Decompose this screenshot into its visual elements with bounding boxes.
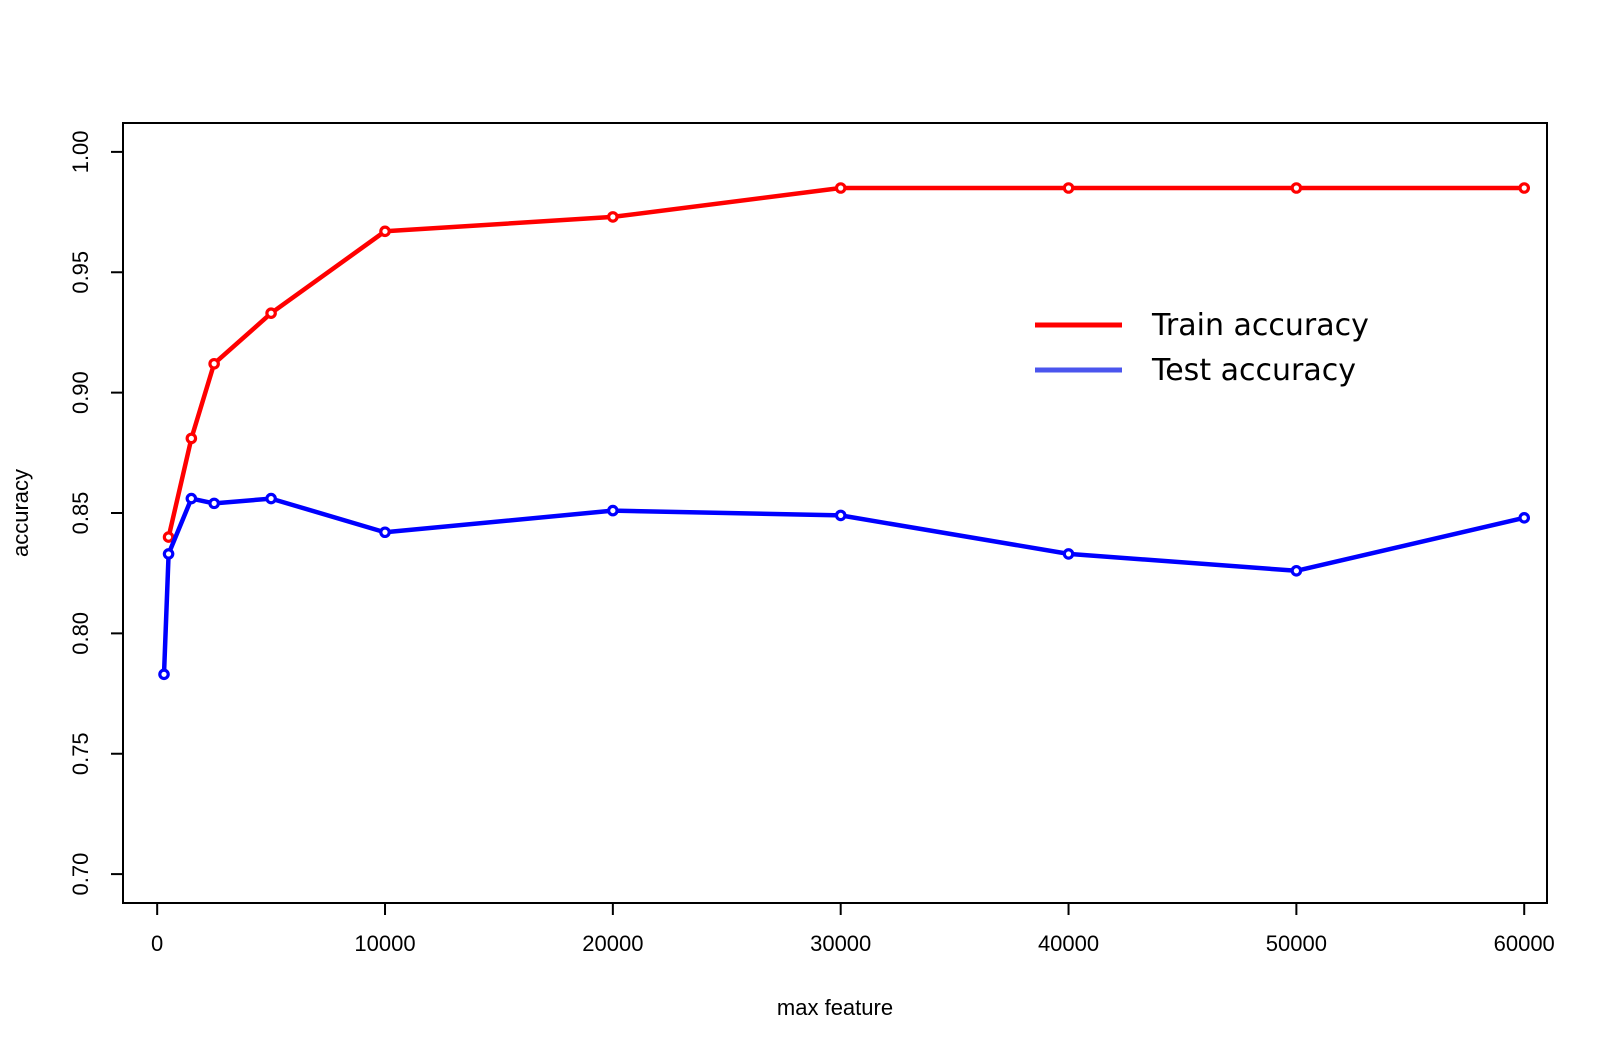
legend: Train accuracy Test accuracy bbox=[1035, 308, 1369, 388]
series-line-train-accuracy bbox=[166, 185, 1525, 538]
data-point bbox=[162, 531, 175, 543]
y-tick-label: 0.85 bbox=[68, 492, 93, 535]
data-point bbox=[185, 432, 198, 445]
data-point bbox=[265, 307, 277, 319]
x-tick-label: 10000 bbox=[354, 931, 415, 956]
data-point bbox=[208, 357, 220, 370]
data-point bbox=[158, 668, 170, 681]
y-tick-label: 0.90 bbox=[68, 371, 93, 414]
x-tick-label: 30000 bbox=[810, 931, 871, 956]
data-point bbox=[265, 492, 277, 505]
data-point bbox=[1518, 182, 1531, 194]
y-tick-label: 0.75 bbox=[68, 732, 93, 775]
data-point bbox=[1518, 512, 1531, 524]
series-layer bbox=[158, 182, 1531, 681]
x-tick-label: 60000 bbox=[1494, 931, 1555, 956]
y-tick-label: 0.95 bbox=[68, 251, 93, 294]
data-point bbox=[834, 182, 847, 194]
data-point bbox=[162, 548, 175, 560]
x-tick-label: 0 bbox=[151, 931, 163, 956]
data-point bbox=[1290, 564, 1303, 577]
data-point bbox=[208, 497, 220, 510]
y-tick-label: 0.80 bbox=[68, 612, 93, 655]
data-point bbox=[1062, 182, 1075, 194]
x-tick-label: 20000 bbox=[582, 931, 643, 956]
y-axis-label: accuracy bbox=[8, 469, 33, 557]
y-tick-label: 1.00 bbox=[68, 130, 93, 173]
x-tick-label: 50000 bbox=[1266, 931, 1327, 956]
legend-label: Train accuracy bbox=[1151, 308, 1369, 343]
y-axis: 0.70 0.75 0.80 0.85 0.90 0.95 1.00 bbox=[68, 130, 124, 896]
plot-frame bbox=[122, 122, 1548, 904]
series-test-accuracy bbox=[158, 492, 1531, 681]
data-point bbox=[607, 211, 619, 223]
y-tick-label: 0.70 bbox=[68, 853, 93, 896]
data-point bbox=[379, 225, 391, 238]
data-point bbox=[1062, 548, 1075, 560]
x-axis-label: max feature bbox=[777, 995, 893, 1020]
data-point bbox=[379, 526, 391, 539]
data-point bbox=[185, 492, 198, 505]
x-axis: 0 10000 20000 30000 40000 50000 60000 bbox=[151, 902, 1555, 956]
series-train-accuracy bbox=[162, 182, 1531, 543]
series-line-test-accuracy bbox=[161, 496, 1525, 675]
data-point bbox=[1290, 182, 1303, 194]
legend-label: Test accuracy bbox=[1151, 353, 1356, 388]
data-point bbox=[834, 509, 847, 522]
x-tick-label: 40000 bbox=[1038, 931, 1099, 956]
data-point bbox=[607, 504, 619, 517]
